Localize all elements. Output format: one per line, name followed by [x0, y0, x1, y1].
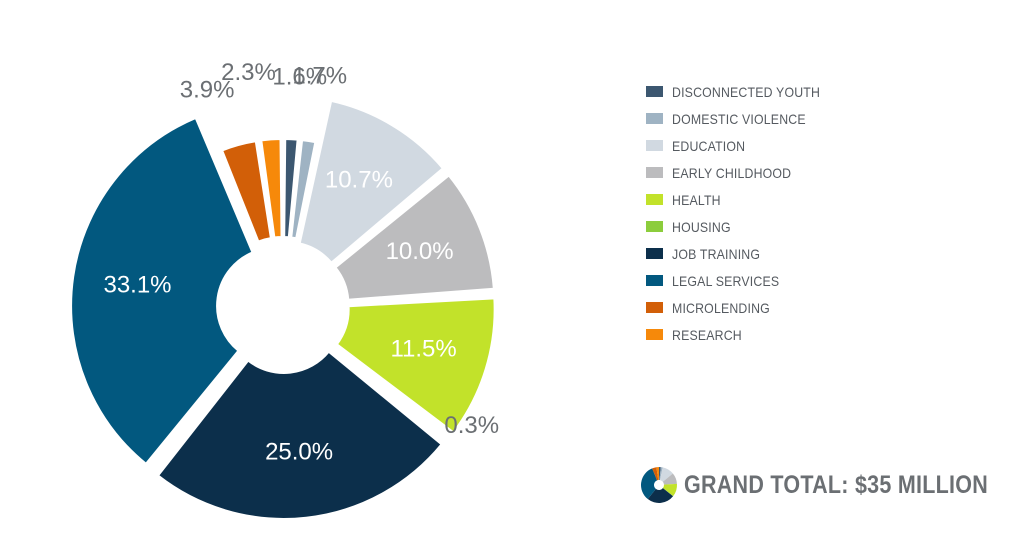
slice-label-early-childhood: 10.0% — [386, 238, 454, 265]
slice-label-housing: 0.3% — [444, 412, 499, 439]
mini-slice-health — [662, 483, 677, 496]
donut-chart: 1.6%1.7% 10.7% 10.0% 11.5% 0.3% 25.0% 33.1% 3.9… — [70, 59, 499, 520]
legend-item-disconnected-youth: DISCONNECTED YOUTH — [646, 78, 840, 105]
mini-donut-icon — [641, 467, 677, 504]
legend-label: HEALTH — [672, 191, 721, 208]
mini-slice-early-childhood — [662, 473, 677, 485]
mini-slice-education — [660, 467, 673, 482]
legend-swatch — [646, 194, 663, 205]
slice-research — [260, 138, 283, 239]
slice-microlending — [220, 140, 273, 243]
slice-label-education: 10.7% — [325, 166, 393, 193]
legend-swatch — [646, 140, 663, 151]
legend-swatch — [646, 275, 663, 286]
legend-item-microlending: MICROLENDING — [646, 294, 840, 321]
slice-labels: 1.6%1.7% 10.7% 10.0% 11.5% 0.3% 25.0% 33.1% 3.9… — [103, 59, 499, 466]
slice-job-training — [156, 350, 444, 520]
legend-swatch — [646, 221, 663, 232]
slice-label-research: 2.3% — [221, 59, 276, 86]
legend-swatch — [646, 86, 663, 97]
legend-label: DOMESTIC VIOLENCE — [672, 110, 806, 127]
legend-item-education: EDUCATION — [646, 132, 840, 159]
legend-label: JOB TRAINING — [672, 245, 761, 262]
mini-slice-housing — [662, 488, 674, 497]
slice-label-legal-services: 33.1% — [103, 271, 171, 298]
legend-item-job-training: JOB TRAINING — [646, 240, 840, 267]
legend-item-early-childhood: EARLY CHILDHOOD — [646, 159, 840, 186]
legend-label: RESEARCH — [672, 326, 742, 343]
slice-label-disconnected-youth: 1.6% — [272, 64, 327, 91]
slice-label-microlending: 3.9% — [180, 77, 235, 104]
legend-label: EDUCATION — [672, 137, 746, 154]
mini-slice-disconnected-youth — [659, 467, 661, 481]
slice-education — [298, 99, 445, 265]
slice-health — [335, 297, 496, 434]
mini-slice-legal-services — [641, 468, 658, 500]
slice-label-domestic-violence: 1.7% — [292, 62, 347, 89]
slice-early-childhood — [334, 174, 495, 301]
legend-item-legal-services: LEGAL SERVICES — [646, 267, 840, 294]
slice-label-health: 11.5% — [390, 335, 456, 362]
grand-total: GRAND TOTAL: $35 MILLION — [640, 466, 1024, 504]
mini-slice-microlending — [652, 467, 659, 481]
donut-slices — [70, 99, 496, 520]
legend-item-research: RESEARCH — [646, 321, 840, 348]
slice-disconnected-youth — [283, 138, 299, 239]
chart-legend: DISCONNECTED YOUTH DOMESTIC VIOLENCE EDUCA… — [646, 78, 840, 348]
legend-item-health: HEALTH — [646, 186, 840, 213]
legend-label: EARLY CHILDHOOD — [672, 164, 792, 181]
slice-domestic-violence — [290, 138, 317, 240]
mini-slice-research — [656, 467, 659, 481]
legend-label: DISCONNECTED YOUTH — [672, 83, 821, 100]
legend-item-domestic-violence: DOMESTIC VIOLENCE — [646, 105, 840, 132]
legend-label: MICROLENDING — [672, 299, 770, 316]
legend-label: LEGAL SERVICES — [672, 272, 780, 289]
legend-swatch — [646, 329, 663, 340]
legend-swatch — [646, 302, 663, 313]
mini-slice-domestic-violence — [659, 467, 663, 481]
grand-total-text: GRAND TOTAL: $35 MILLION — [684, 470, 989, 499]
legend-item-housing: HOUSING — [646, 213, 840, 240]
slice-legal-services — [70, 116, 254, 466]
mini-slice-job-training — [647, 488, 674, 504]
legend-swatch — [646, 248, 663, 259]
legend-swatch — [646, 113, 663, 124]
legend-label: HOUSING — [672, 218, 731, 235]
slice-label-job-training: 25.0% — [265, 438, 333, 465]
slice-housing — [336, 348, 417, 413]
legend-swatch — [646, 167, 663, 178]
